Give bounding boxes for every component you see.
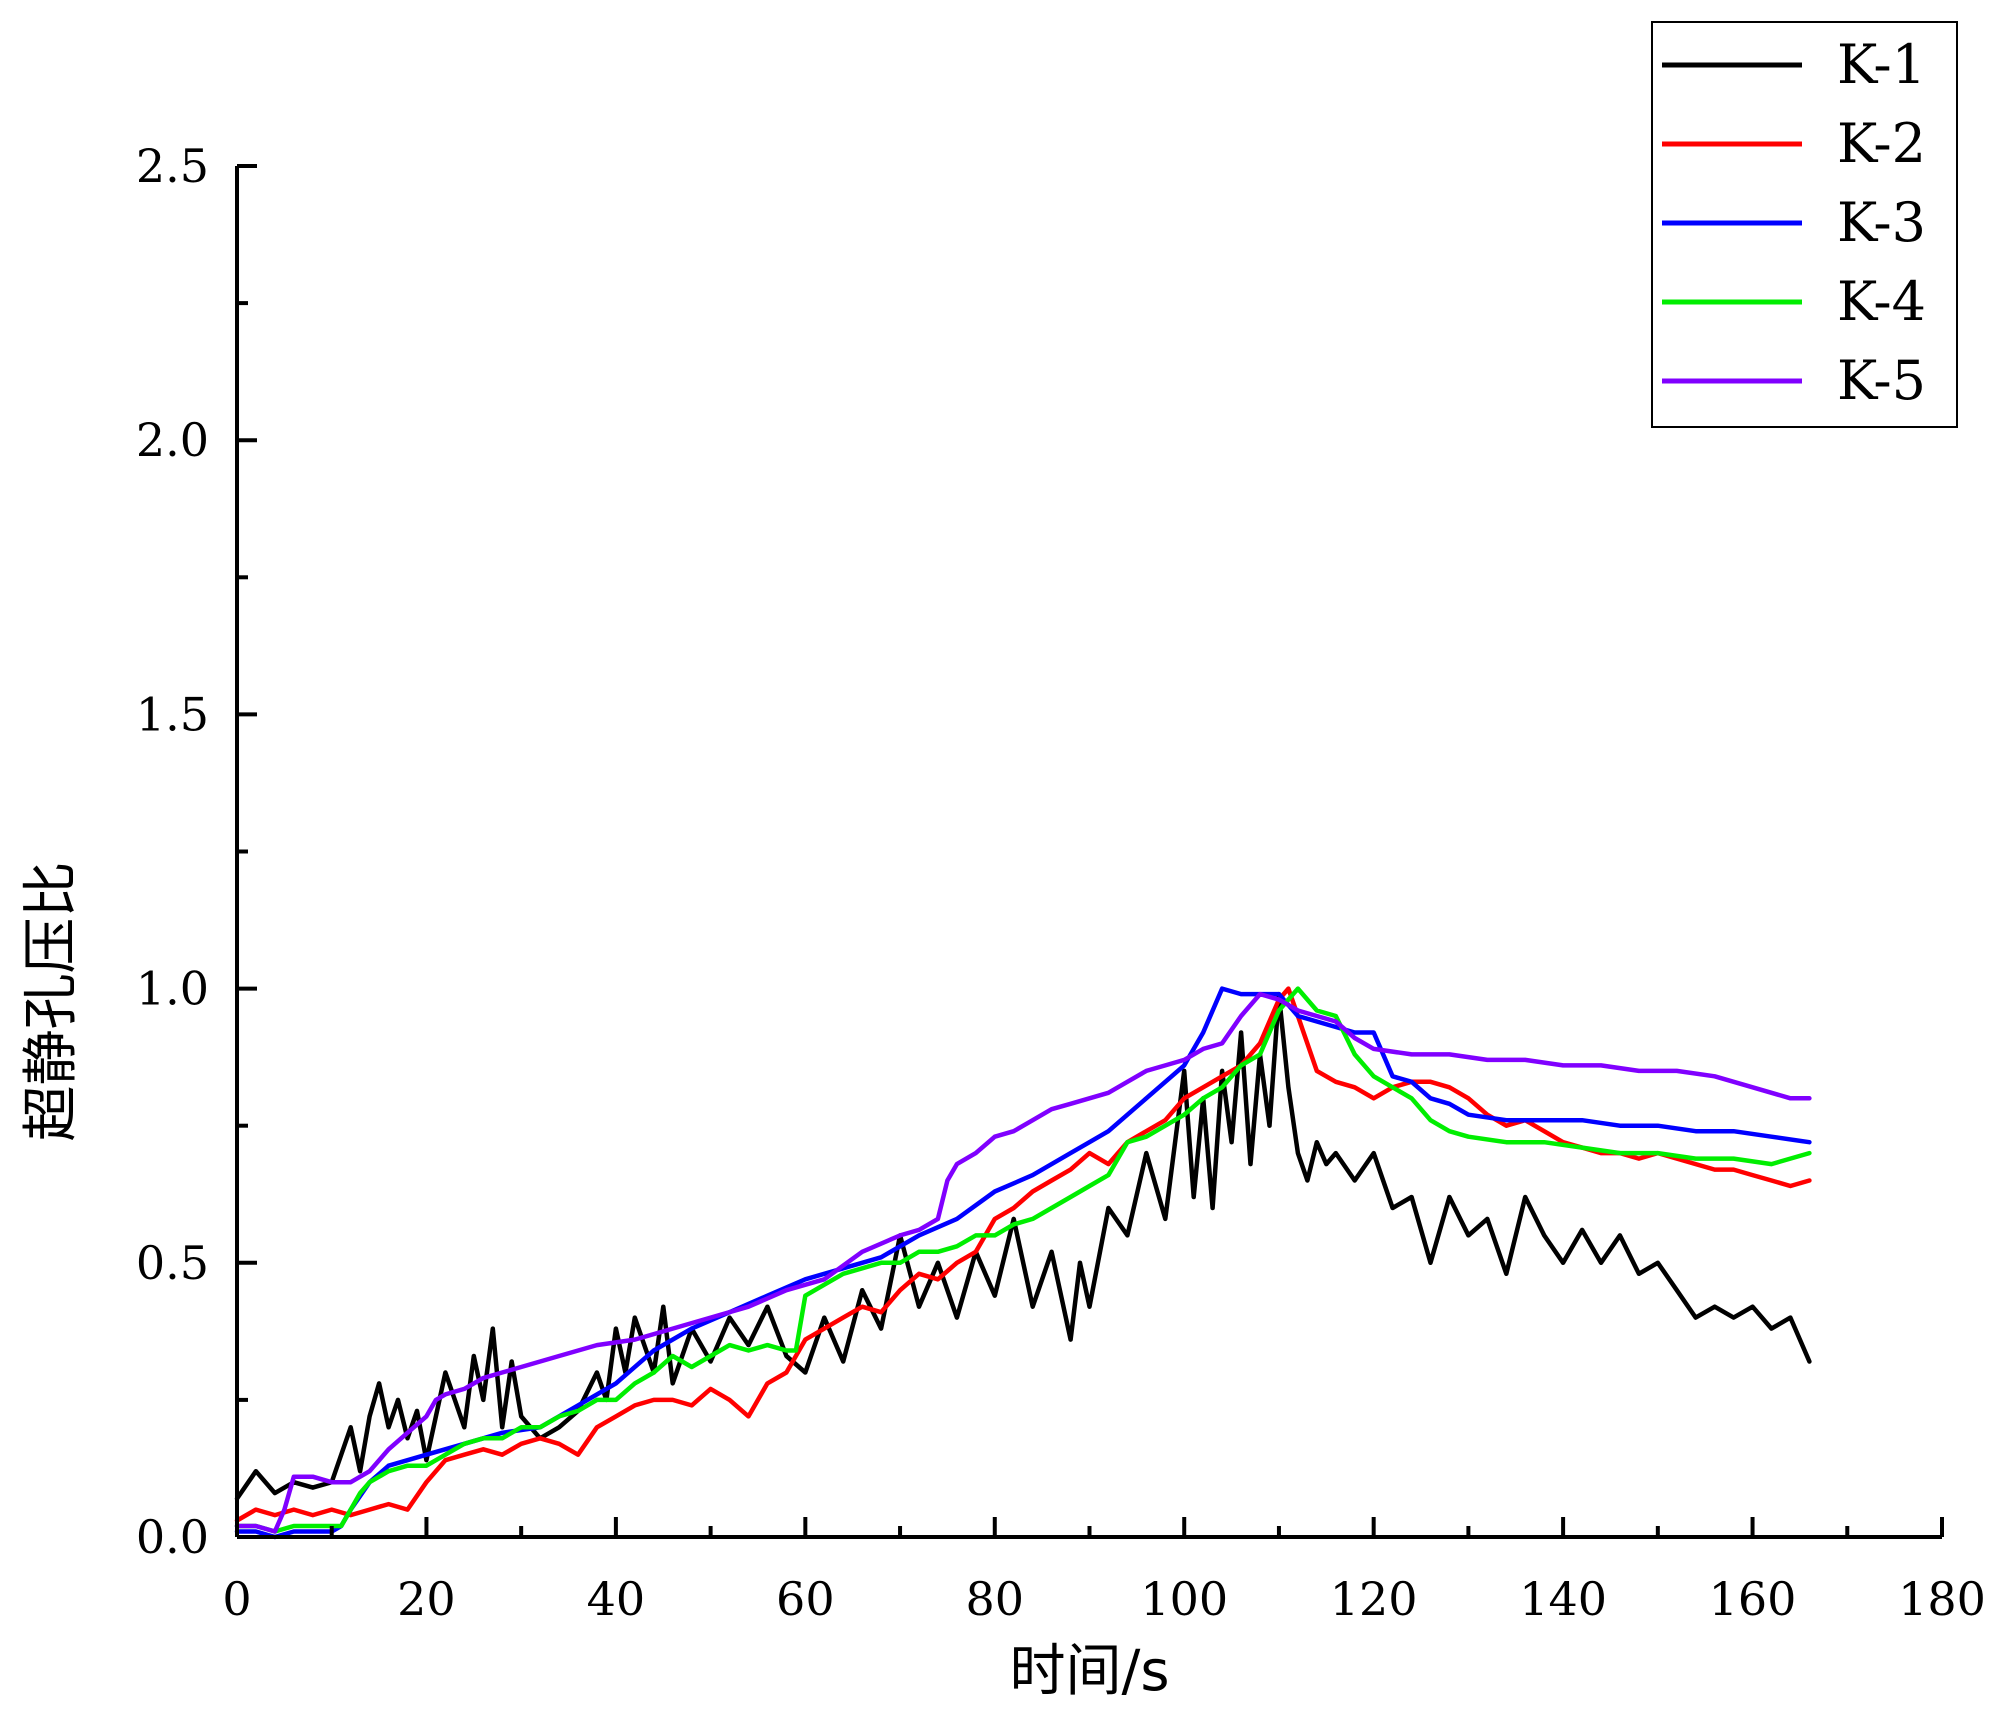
x-ticks: 0 20 40 60 80 100 120 140 160 180	[222, 1517, 1986, 1626]
series-line-k-5	[234, 991, 1812, 1534]
x-tick-label: 80	[966, 1572, 1025, 1626]
series-line-k-1	[234, 991, 1812, 1501]
x-tick-label: 120	[1330, 1572, 1418, 1626]
legend-label: K-1	[1837, 33, 1926, 96]
x-tick-label: 100	[1140, 1572, 1228, 1626]
series-line-k-4	[234, 986, 1812, 1534]
y-ticks: 0.0 0.5 1.0 1.5 2.0 2.5	[136, 139, 257, 1564]
y-tick-label: 1.0	[136, 962, 209, 1016]
x-tick-label: 0	[222, 1572, 251, 1626]
y-tick-label: 2.5	[136, 139, 209, 193]
x-tick-label: 180	[1898, 1572, 1986, 1626]
y-axis-title: 超静孔压比	[19, 862, 84, 1142]
y-tick-label: 1.5	[136, 687, 209, 741]
series-layer	[234, 986, 1812, 1540]
x-tick-label: 60	[776, 1572, 835, 1626]
x-tick-label: 140	[1519, 1572, 1607, 1626]
x-tick-label: 160	[1709, 1572, 1797, 1626]
series-line-k-3	[234, 986, 1812, 1540]
x-tick-label: 40	[587, 1572, 646, 1626]
legend-label: K-5	[1837, 349, 1926, 412]
x-axis-title: 时间/s	[1009, 1639, 1169, 1704]
series-line-k-2	[234, 986, 1812, 1523]
legend: K-1 K-2 K-3 K-4 K-5	[1651, 21, 1958, 428]
y-tick-label: 2.0	[136, 413, 209, 467]
y-tick-label: 0.0	[136, 1510, 209, 1564]
x-tick-label: 20	[397, 1572, 456, 1626]
legend-label: K-2	[1837, 112, 1926, 175]
legend-label: K-4	[1837, 270, 1926, 333]
y-tick-label: 0.5	[136, 1236, 209, 1290]
legend-label: K-3	[1837, 191, 1926, 254]
